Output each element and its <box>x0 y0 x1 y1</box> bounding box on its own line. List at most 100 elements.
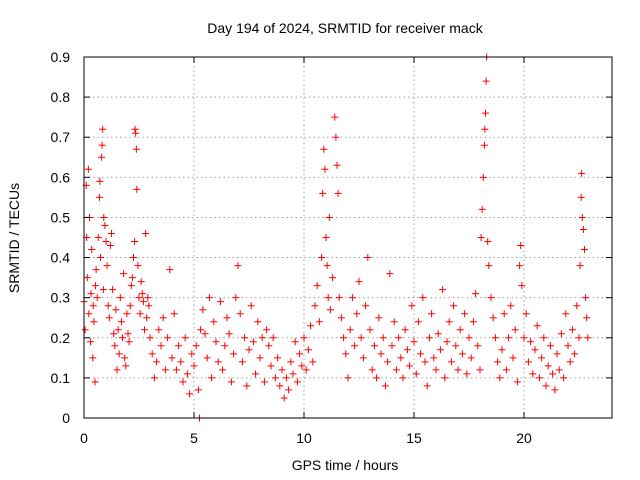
data-point <box>496 374 504 382</box>
data-point <box>370 342 378 350</box>
data-point <box>101 221 109 229</box>
data-point <box>401 326 409 334</box>
data-point <box>384 358 392 366</box>
data-point <box>98 141 106 149</box>
data-point <box>549 370 557 378</box>
data-point <box>166 266 174 274</box>
data-point <box>322 234 330 241</box>
data-point <box>355 278 363 286</box>
data-point <box>285 386 293 394</box>
data-point <box>131 125 139 133</box>
data-point <box>344 374 352 382</box>
data-point <box>293 378 301 386</box>
data-point <box>524 358 532 366</box>
data-point <box>392 366 400 374</box>
data-point <box>130 254 137 262</box>
data-point <box>564 342 572 350</box>
data-point <box>258 334 266 342</box>
data-point <box>439 286 447 294</box>
data-point <box>179 378 187 386</box>
data-point <box>562 310 570 318</box>
data-point <box>309 358 317 366</box>
data-point <box>320 145 328 153</box>
data-point <box>203 354 211 362</box>
data-point <box>155 326 163 334</box>
data-point <box>505 334 513 342</box>
data-point <box>538 354 546 362</box>
data-point <box>144 294 152 302</box>
data-point <box>388 342 396 350</box>
data-point <box>84 165 92 173</box>
data-point <box>282 374 290 382</box>
data-point <box>112 306 120 314</box>
data-point <box>494 358 502 366</box>
data-point <box>102 238 110 246</box>
data-point <box>83 274 91 282</box>
data-point <box>346 326 354 334</box>
data-point <box>447 358 455 366</box>
data-point <box>126 302 134 310</box>
data-point <box>578 213 586 221</box>
data-point <box>386 270 394 278</box>
data-point <box>141 326 148 334</box>
data-point <box>484 238 492 246</box>
y-tick-label: 0 <box>62 410 70 426</box>
data-point <box>188 350 196 358</box>
data-point <box>212 338 220 346</box>
data-point <box>302 366 310 374</box>
data-point <box>568 326 576 334</box>
data-point <box>535 374 543 382</box>
data-point <box>406 362 414 370</box>
data-point <box>410 338 418 346</box>
data-point <box>95 193 103 201</box>
data-point <box>583 314 591 322</box>
x-tick-label: 10 <box>296 430 312 446</box>
data-point <box>454 366 462 374</box>
data-point <box>476 366 484 374</box>
data-point <box>99 286 107 294</box>
data-point <box>477 234 485 241</box>
data-point <box>247 302 255 310</box>
data-point <box>278 366 286 374</box>
data-point <box>403 346 411 354</box>
data-point <box>114 326 122 334</box>
data-point <box>170 310 178 318</box>
data-point <box>104 302 112 310</box>
data-point <box>291 338 299 346</box>
data-point <box>223 314 231 322</box>
data-point <box>181 334 189 342</box>
data-point <box>452 342 460 350</box>
data-point <box>124 330 132 338</box>
data-point <box>529 370 537 378</box>
data-point <box>96 177 104 185</box>
data-point <box>183 370 191 378</box>
data-point <box>417 350 425 358</box>
data-point <box>379 334 387 342</box>
data-point <box>542 382 550 390</box>
data-point <box>192 342 200 350</box>
data-point <box>271 374 279 382</box>
data-point <box>421 358 429 366</box>
data-point <box>254 318 262 326</box>
data-point <box>227 378 235 386</box>
data-point <box>93 294 101 302</box>
data-point <box>531 346 539 354</box>
data-point <box>97 254 104 262</box>
x-tick-label: 15 <box>406 430 422 446</box>
data-point <box>576 262 584 270</box>
data-point <box>425 334 433 342</box>
data-point <box>142 229 150 237</box>
data-point <box>465 334 473 342</box>
data-point <box>205 294 213 302</box>
data-point <box>373 374 381 382</box>
data-point <box>110 330 118 338</box>
data-point <box>134 262 142 270</box>
data-point <box>103 262 111 270</box>
data-point <box>395 334 403 342</box>
data-point <box>315 318 323 326</box>
data-point <box>280 394 288 402</box>
y-axis-label: SRMTID / TECUs <box>6 183 22 293</box>
data-point <box>164 334 172 342</box>
data-point <box>566 358 574 366</box>
data-point <box>375 314 383 322</box>
